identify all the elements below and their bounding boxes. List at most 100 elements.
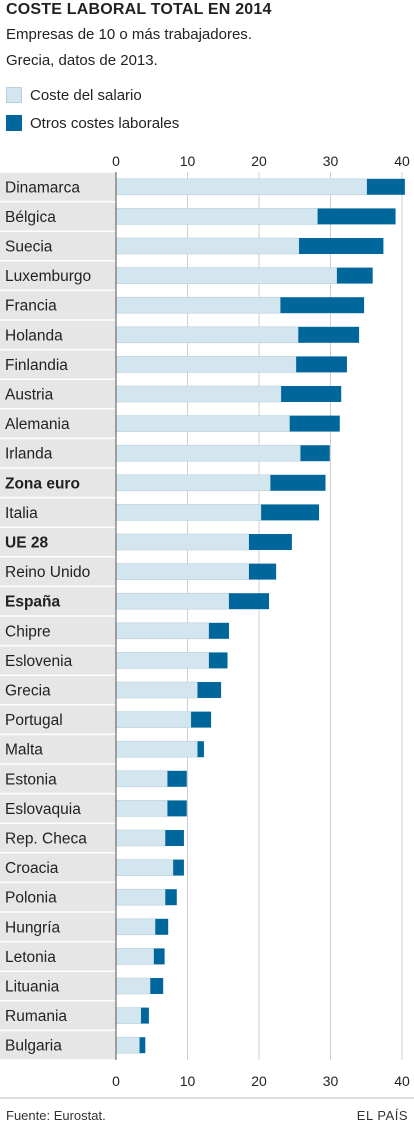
category-label: Lituania [5,979,60,996]
category-label: Rumania [5,1008,67,1025]
bar-coste-salario [115,533,250,551]
bar-coste-salario [115,977,151,995]
bar-coste-salario [115,415,291,432]
bar-coste-salario [115,563,250,580]
bar-otros-costes [299,238,384,254]
legend-swatch-otros [6,115,22,131]
bar-coste-salario [115,296,281,314]
bar-otros-costes [153,948,165,965]
bar-coste-salario [115,652,210,669]
category-label: Malta [5,742,43,759]
bar-coste-salario [115,740,198,758]
bar-coste-salario [115,681,198,699]
x-tick-label-bottom: 40 [394,1073,410,1089]
category-label: Italia [5,505,38,522]
bar-otros-costes [139,1037,146,1054]
category-label: Holanda [5,327,63,344]
chart-subtitle: Empresas de 10 o más trabajadores. [6,26,252,43]
bar-coste-salario [115,504,262,521]
category-label: Hungría [5,919,61,936]
category-label: Bélgica [5,209,56,226]
category-label: España [5,594,61,611]
bar-otros-costes [150,978,164,994]
category-label: Zona euro [5,475,80,492]
category-label: Grecia [5,683,51,700]
stacked-bar-chart: Dinamarca Bélgica Suecia Luxemburgo Francia H… [0,153,414,1099]
bar-coste-salario [115,178,368,196]
bar-coste-salario [115,622,210,640]
bar-otros-costes [165,889,177,906]
bar-otros-costes [191,711,212,728]
bar-otros-costes [173,859,184,876]
legend-label-salario: Coste del salario [30,86,142,104]
bar-otros-costes [248,563,277,580]
bar-coste-salario [115,326,299,344]
legend-label-otros: Otros costes laborales [30,114,180,132]
legend-swatch-salario [6,87,22,103]
x-tick-label-top: 30 [323,153,339,169]
bar-coste-salario [115,770,168,788]
category-label: Reino Unido [5,564,90,581]
bar-coste-salario [115,859,174,876]
category-label: UE 28 [5,535,48,552]
legend-item-otros: Otros costes laborales [6,112,179,134]
bar-otros-costes [208,622,229,639]
category-label: Luxemburgo [5,268,91,285]
bar-otros-costes [197,682,222,698]
category-label: Letonia [5,949,56,966]
category-label: Eslovenia [5,653,73,670]
category-label: Estonia [5,771,57,788]
bar-coste-salario [115,237,300,255]
bar-coste-salario [115,267,338,284]
category-label: Austria [5,387,54,404]
x-tick-label-top: 40 [394,153,410,169]
x-tick-label-bottom: 0 [112,1073,120,1089]
bar-otros-costes [296,356,347,373]
chart-subtitle-note: Grecia, datos de 2013. [6,52,158,69]
bar-coste-salario [115,356,297,373]
bar-coste-salario [115,888,166,906]
source-note: Fuente: Eurostat. [6,1108,106,1123]
category-label: Francia [5,298,57,315]
category-label: Suecia [5,239,53,256]
bar-otros-costes [289,415,340,432]
bar-coste-salario [115,444,301,462]
bar-otros-costes [197,741,204,758]
bar-coste-salario [115,474,271,492]
bar-coste-salario [115,385,282,403]
bar-otros-costes [261,504,320,521]
bar-otros-costes [366,178,405,195]
bar-otros-costes [228,593,270,610]
bar-coste-salario [115,592,230,610]
x-tick-label-bottom: 20 [251,1073,267,1089]
bar-coste-salario [115,1007,142,1024]
bar-coste-salario [115,829,166,847]
category-label: Irlanda [5,446,53,463]
bar-otros-costes [248,534,292,550]
category-label: Dinamarca [5,179,80,196]
bar-coste-salario [115,918,156,936]
category-label: Portugal [5,712,63,729]
publisher-logo: EL PAÍS [356,1108,408,1123]
x-tick-label-bottom: 30 [323,1073,339,1089]
bar-otros-costes [317,208,396,225]
x-tick-label-top: 20 [251,153,267,169]
category-label: Finlandia [5,357,68,374]
bar-coste-salario [115,1036,140,1054]
x-tick-label-bottom: 10 [180,1073,196,1089]
bar-otros-costes [208,652,228,669]
category-label: Chipre [5,623,51,640]
chart-title: COSTE LABORAL TOTAL EN 2014 [6,1,272,18]
bar-coste-salario [115,948,155,965]
bar-otros-costes [300,445,330,462]
x-tick-label-top: 10 [180,153,196,169]
bar-otros-costes [270,474,326,491]
x-tick-label-top: 0 [112,153,120,169]
bar-coste-salario [115,711,192,728]
bar-otros-costes [298,326,360,343]
bar-otros-costes [167,770,187,787]
bar-otros-costes [141,1007,149,1024]
bar-coste-salario [115,208,318,225]
bar-otros-costes [281,386,342,402]
category-label: Croacia [5,860,59,877]
